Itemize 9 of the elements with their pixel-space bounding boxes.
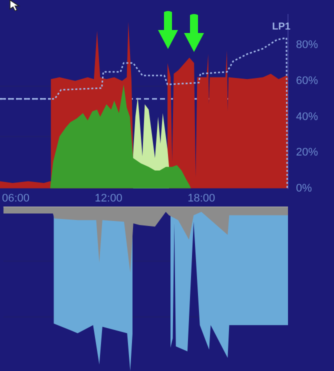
- y-tick-label: 0%: [296, 182, 312, 194]
- x-tick-label: 06:00: [2, 192, 30, 204]
- y-tick-label: 40%: [296, 110, 318, 123]
- y-tick-label: 20%: [296, 146, 318, 159]
- series-label: LP1: [272, 22, 291, 33]
- x-tick-label: 18:00: [188, 192, 216, 204]
- y-tick-label: 60%: [296, 74, 318, 87]
- x-tick-label: 12:00: [94, 192, 122, 204]
- y-tick-label: 80%: [296, 39, 318, 52]
